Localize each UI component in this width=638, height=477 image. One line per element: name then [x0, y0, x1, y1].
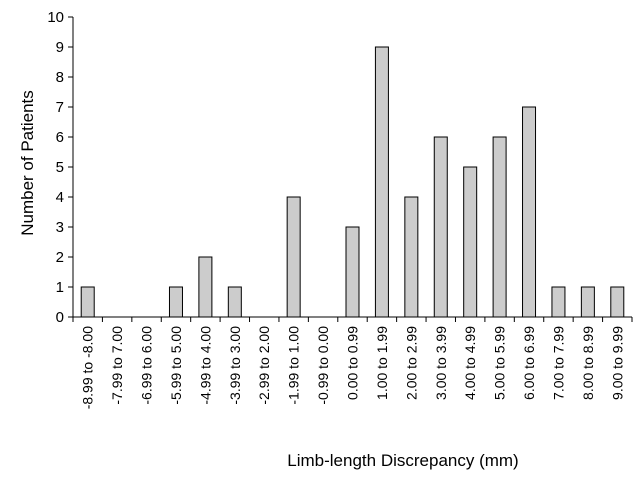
- bar: [610, 286, 625, 318]
- bar: [227, 286, 242, 318]
- x-tick-label: -8.99 to -8.00: [80, 326, 96, 409]
- y-tick-label: 5: [56, 159, 64, 176]
- x-tick-label: -7.99 to 7.00: [109, 326, 125, 405]
- bars: [80, 46, 625, 318]
- x-tick-label: 2.00 to 2.99: [403, 326, 419, 400]
- y-tick-label: 6: [56, 129, 64, 146]
- x-axis-label: Limb-length Discrepancy (mm): [287, 451, 518, 470]
- x-axis-ticks: -8.99 to -8.00 -7.99 to 7.00 -6.99 to 6.00…: [72, 317, 633, 409]
- y-tick-label: 2: [56, 249, 64, 266]
- x-tick-label: -0.99 to 0.00: [315, 326, 331, 405]
- bar: [492, 136, 507, 318]
- bar: [433, 136, 448, 318]
- y-axis-ticks: 0 1 2 3 4 5 6 7 8 9 10: [47, 9, 73, 326]
- x-tick-label: -4.99 to 4.00: [197, 326, 213, 405]
- y-tick-label: 3: [56, 219, 64, 236]
- bar: [80, 286, 95, 318]
- bar: [198, 256, 213, 318]
- x-tick-label: 5.00 to 5.99: [492, 326, 508, 400]
- x-tick-label: 4.00 to 4.99: [462, 326, 478, 400]
- y-tick-label: 0: [56, 309, 64, 326]
- y-tick-label: 8: [56, 69, 64, 86]
- bar: [404, 196, 419, 318]
- x-tick-label: -6.99 to 6.00: [139, 326, 155, 405]
- y-tick-label: 9: [56, 39, 64, 56]
- x-tick-label: 9.00 to 9.99: [609, 326, 625, 400]
- bar: [463, 166, 478, 318]
- bar: [168, 286, 183, 318]
- x-tick-label: 0.00 to 0.99: [345, 326, 361, 400]
- x-tick-label: 7.00 to 7.99: [550, 326, 566, 400]
- bar: [522, 106, 537, 318]
- x-tick-label: -1.99 to 1.00: [286, 326, 302, 405]
- bar: [345, 226, 360, 318]
- bar: [374, 46, 389, 318]
- x-tick-label: 8.00 to 8.99: [580, 326, 596, 400]
- x-tick-label: 1.00 to 1.99: [374, 326, 390, 400]
- x-tick-label: 3.00 to 3.99: [433, 326, 449, 400]
- x-tick-label: 6.00 to 6.99: [521, 326, 537, 400]
- y-tick-label: 4: [56, 189, 64, 206]
- x-tick-label: -5.99 to 5.00: [168, 326, 184, 405]
- bar: [580, 286, 595, 318]
- y-tick-label: 10: [47, 9, 64, 26]
- bar: [286, 196, 301, 318]
- x-tick-label: -3.99 to 3.00: [227, 326, 243, 405]
- y-axis-label: Number of Patients: [18, 90, 37, 236]
- y-tick-label: 1: [56, 279, 64, 296]
- x-tick-label: -2.99 to 2.00: [256, 326, 272, 405]
- bar: [551, 286, 566, 318]
- y-tick-label: 7: [56, 99, 64, 116]
